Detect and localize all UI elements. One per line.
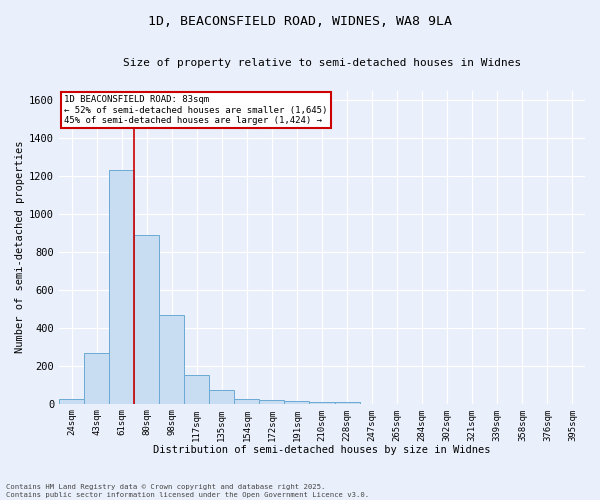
- Text: 1D BEACONSFIELD ROAD: 83sqm
← 52% of semi-detached houses are smaller (1,645)
45: 1D BEACONSFIELD ROAD: 83sqm ← 52% of sem…: [64, 95, 328, 125]
- Bar: [284, 401, 310, 404]
- Bar: [310, 402, 335, 404]
- Bar: [335, 402, 359, 404]
- Bar: [59, 399, 84, 404]
- Y-axis label: Number of semi-detached properties: Number of semi-detached properties: [15, 141, 25, 354]
- Bar: [109, 170, 134, 404]
- Bar: [159, 314, 184, 404]
- Bar: [209, 390, 235, 404]
- Bar: [235, 399, 259, 404]
- Bar: [84, 354, 109, 404]
- X-axis label: Distribution of semi-detached houses by size in Widnes: Distribution of semi-detached houses by …: [153, 445, 491, 455]
- Text: 1D, BEACONSFIELD ROAD, WIDNES, WA8 9LA: 1D, BEACONSFIELD ROAD, WIDNES, WA8 9LA: [148, 15, 452, 28]
- Bar: [259, 400, 284, 404]
- Text: Contains HM Land Registry data © Crown copyright and database right 2025.
Contai: Contains HM Land Registry data © Crown c…: [6, 484, 369, 498]
- Title: Size of property relative to semi-detached houses in Widnes: Size of property relative to semi-detach…: [123, 58, 521, 68]
- Bar: [184, 375, 209, 404]
- Bar: [134, 235, 159, 404]
